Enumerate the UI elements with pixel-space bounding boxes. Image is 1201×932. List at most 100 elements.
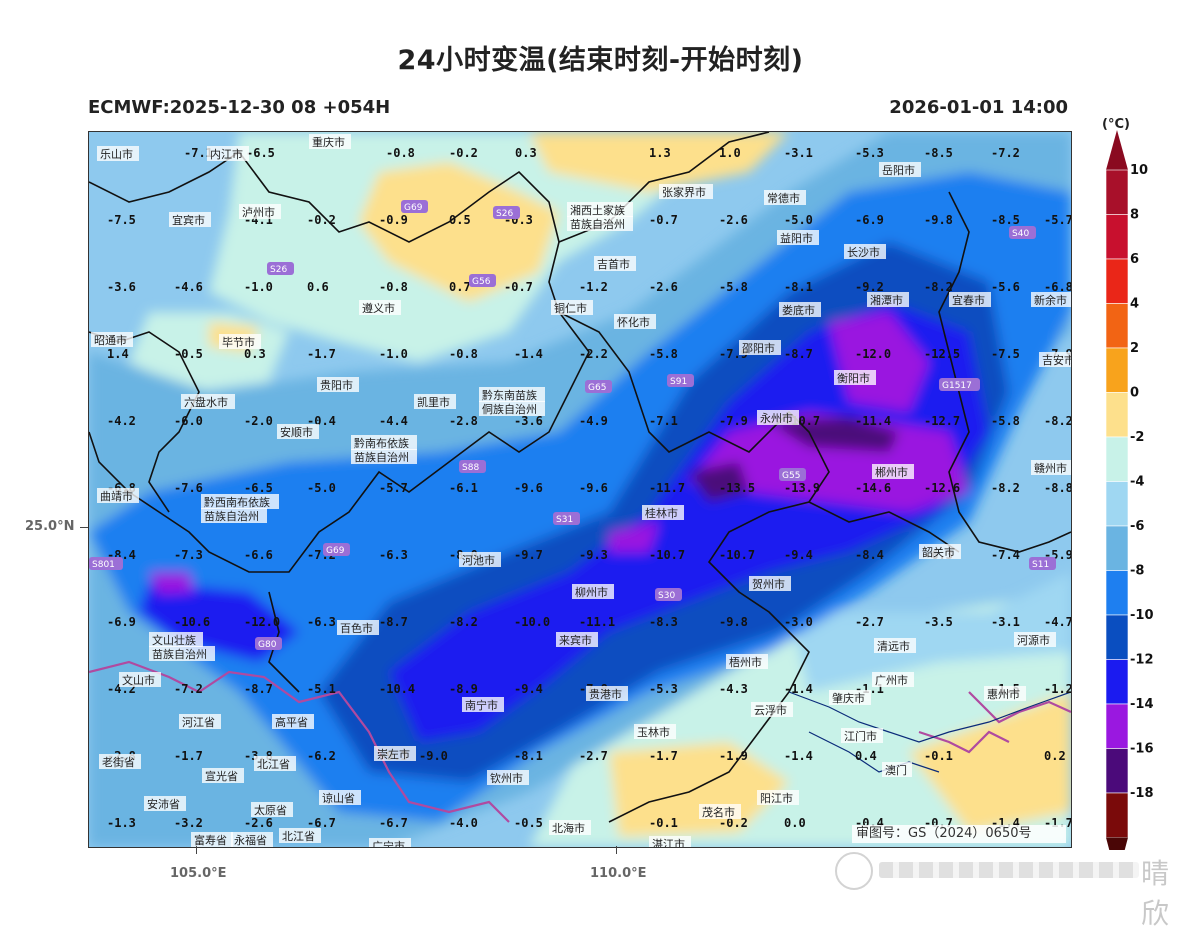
y-tick-mark-25 [80,527,88,528]
svg-text:G69: G69 [404,203,423,213]
value-label: -2.6 [649,280,678,294]
colorbar-label: -14 [1130,697,1154,712]
svg-text:玉林市: 玉林市 [637,725,670,739]
colorbar-label: -6 [1130,519,1144,534]
city-label: 钦州市 [487,770,529,785]
svg-text:高平省: 高平省 [275,715,308,729]
colorbar-label: 8 [1130,208,1139,223]
value-label: 0.4 [855,749,877,763]
value-label: -6.5 [244,481,273,495]
city-label: 郴州市 [872,464,914,479]
value-label: 0.0 [784,816,806,830]
valid-time-label: 2026-01-01 14:00 [889,97,1068,118]
svg-text:桂林市: 桂林市 [645,506,678,520]
svg-text:广宁市: 广宁市 [372,839,405,847]
value-label: -3.5 [924,615,953,629]
value-label: -2.6 [719,213,748,227]
svg-text:苗族自治州: 苗族自治州 [570,217,625,231]
value-label: -4.2 [107,414,136,428]
road-shield: G69 [323,543,350,556]
svg-text:河源市: 河源市 [1017,633,1050,647]
value-label: -2.8 [449,414,478,428]
road-shield: S26 [493,206,520,219]
value-label: -6.7 [379,816,408,830]
value-label: -8.8 [1044,481,1071,495]
city-label: 衡阳市 [834,370,876,385]
value-label: -8.7 [784,347,813,361]
city-label: 肇庆市 [829,690,871,705]
city-label: 广州市 [872,672,914,687]
svg-text:贵阳市: 贵阳市 [320,378,353,392]
city-label: 永州市 [757,410,799,425]
svg-text:黔南布依族: 黔南布依族 [354,436,409,450]
colorbar-segment [1105,659,1129,705]
city-label: 茂名市 [699,804,741,819]
svg-text:G69: G69 [326,546,345,556]
city-label: 吉首市 [594,256,636,271]
value-label: -4.4 [379,414,408,428]
colorbar-label: -18 [1130,786,1154,801]
svg-text:柳州市: 柳州市 [575,585,608,599]
colorbar-segment [1105,792,1129,838]
colorbar-label: 2 [1130,341,1139,356]
city-label: 谅山省 [319,790,361,805]
value-label: -10.6 [174,615,210,629]
value-label: -13.5 [719,481,755,495]
colorbar-unit: (°C) [1102,117,1130,132]
city-label: 遵义市 [359,300,401,315]
city-label: 桂林市 [642,505,684,520]
value-label: -7.5 [107,213,136,227]
svg-text:内江市: 内江市 [210,147,243,161]
value-label: -5.7 [379,481,408,495]
svg-text:乐山市: 乐山市 [100,147,133,161]
city-label: 邵阳市 [739,340,781,355]
svg-text:吉安市: 吉安市 [1042,353,1071,367]
svg-text:张家界市: 张家界市 [662,185,706,199]
value-label: 0.7 [449,280,471,294]
svg-text:G65: G65 [588,383,606,393]
colorbar: 10 8 6 4 2 0 -2 -4 -6 -8 -10 -12 -14 -16 -18 [1105,130,1154,850]
road-shield: S88 [459,460,486,473]
city-label: 曲靖市 [97,488,139,503]
colorbar-segment [1105,347,1129,393]
road-shield: G80 [255,637,282,650]
value-label: -7.3 [174,548,203,562]
value-label: -1.0 [379,347,408,361]
svg-text:永州市: 永州市 [760,411,793,425]
svg-text:S91: S91 [670,377,687,387]
svg-text:贵港市: 贵港市 [589,687,622,701]
svg-text:黔西南布依族: 黔西南布依族 [204,495,270,509]
svg-text:毕节市: 毕节市 [222,335,255,349]
colorbar-segment [1105,481,1129,527]
value-label: -7.2 [991,146,1020,160]
value-label: -13.9 [784,481,820,495]
value-label: -7.4 [991,548,1020,562]
city-label: 宜春市 [949,292,991,307]
value-label: -0.8 [386,146,415,160]
city-label: 梧州市 [726,654,768,669]
value-label: -6.1 [449,481,478,495]
value-label: -8.4 [855,548,884,562]
city-label: 韶关市 [919,544,961,559]
city-label: 老街省 [99,754,141,769]
value-label: -0.2 [307,213,336,227]
value-label: -1.7 [649,749,678,763]
x-tick-label-110: 110.0°E [590,866,647,881]
city-label: 澳门 [882,762,912,777]
watermark-logo-icon [835,852,873,890]
value-label: -10.7 [649,548,685,562]
value-label: -8.9 [449,682,478,696]
value-label: -9.4 [784,548,813,562]
value-label: -6.3 [307,615,336,629]
svg-text:湘西土家族: 湘西土家族 [570,203,625,217]
city-label: 河源市 [1014,632,1056,647]
value-label: 1.4 [107,347,129,361]
svg-text:云浮市: 云浮市 [754,703,787,717]
city-label: 张家界市 [659,184,713,199]
svg-text:苗族自治州: 苗族自治州 [204,509,259,523]
svg-text:娄底市: 娄底市 [782,303,815,317]
value-label: -1.7 [307,347,336,361]
svg-text:梧州市: 梧州市 [729,655,762,669]
city-label: 百色市 [337,620,379,635]
city-label: 黔东南苗族 [479,387,545,402]
